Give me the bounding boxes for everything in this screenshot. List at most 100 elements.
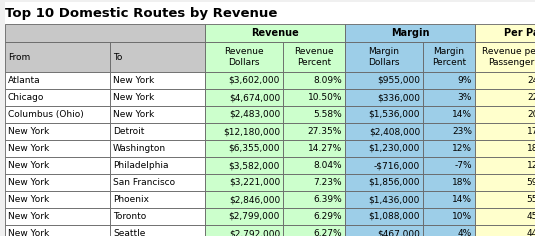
Bar <box>205 89 283 106</box>
Bar <box>475 89 535 106</box>
Text: Revenue per
Passenger: Revenue per Passenger <box>482 47 535 67</box>
Text: Top 10 Domestic Routes by Revenue: Top 10 Domestic Routes by Revenue <box>5 7 277 20</box>
Bar <box>283 225 345 236</box>
Text: Seattle: Seattle <box>113 229 146 236</box>
Bar <box>110 106 205 123</box>
Bar <box>345 123 423 140</box>
Text: 9%: 9% <box>457 76 472 85</box>
Bar <box>475 174 535 191</box>
Text: 12%: 12% <box>452 144 472 153</box>
Text: $2,799,000: $2,799,000 <box>228 212 280 221</box>
Text: -$716,000: -$716,000 <box>374 161 420 170</box>
Bar <box>345 89 423 106</box>
Bar <box>475 225 535 236</box>
Bar <box>205 225 283 236</box>
Bar <box>423 140 475 157</box>
Bar <box>110 89 205 106</box>
Bar <box>283 191 345 208</box>
Bar <box>5 42 110 72</box>
Bar <box>345 225 423 236</box>
Text: 202: 202 <box>527 110 535 119</box>
Bar <box>345 157 423 174</box>
Text: $3,602,000: $3,602,000 <box>228 76 280 85</box>
Bar <box>205 208 283 225</box>
Bar <box>5 140 110 157</box>
Text: $1,536,000: $1,536,000 <box>369 110 420 119</box>
Bar <box>423 106 475 123</box>
Bar <box>205 72 283 89</box>
Text: Philadelphia: Philadelphia <box>113 161 169 170</box>
Text: $1,088,000: $1,088,000 <box>369 212 420 221</box>
Bar <box>475 208 535 225</box>
Text: 14%: 14% <box>452 110 472 119</box>
Text: New York: New York <box>8 212 49 221</box>
Text: Revenue
Dollars: Revenue Dollars <box>224 47 264 67</box>
Text: 5.58%: 5.58% <box>314 110 342 119</box>
Bar <box>110 123 205 140</box>
Bar <box>283 140 345 157</box>
Bar <box>205 106 283 123</box>
Text: To: To <box>113 52 123 62</box>
Bar <box>423 174 475 191</box>
Bar <box>475 123 535 140</box>
Bar <box>283 123 345 140</box>
Bar <box>110 191 205 208</box>
Bar <box>345 191 423 208</box>
Bar <box>283 174 345 191</box>
Text: $1,856,000: $1,856,000 <box>369 178 420 187</box>
Bar <box>283 208 345 225</box>
Text: Per Passenger: Per Passenger <box>504 28 535 38</box>
Text: 222: 222 <box>527 93 535 102</box>
Bar <box>110 208 205 225</box>
Text: New York: New York <box>8 178 49 187</box>
Text: New York: New York <box>8 195 49 204</box>
Text: 27.35%: 27.35% <box>308 127 342 136</box>
Text: 14%: 14% <box>452 195 472 204</box>
Bar <box>283 106 345 123</box>
Text: 8.04%: 8.04% <box>314 161 342 170</box>
Text: 18%: 18% <box>452 178 472 187</box>
Bar <box>423 42 475 72</box>
Text: New York: New York <box>113 110 154 119</box>
Text: 3%: 3% <box>457 93 472 102</box>
Bar <box>110 42 205 72</box>
Text: 14.27%: 14.27% <box>308 144 342 153</box>
Text: New York: New York <box>113 93 154 102</box>
Bar <box>423 225 475 236</box>
Bar <box>5 157 110 174</box>
Bar <box>5 123 110 140</box>
Bar <box>345 72 423 89</box>
Text: New York: New York <box>8 144 49 153</box>
Text: $2,846,000: $2,846,000 <box>229 195 280 204</box>
Bar <box>345 140 423 157</box>
Text: 448: 448 <box>527 229 535 236</box>
Text: 4%: 4% <box>458 229 472 236</box>
Text: 245: 245 <box>527 76 535 85</box>
Bar <box>345 174 423 191</box>
Text: $4,674,000: $4,674,000 <box>229 93 280 102</box>
Bar <box>475 42 535 72</box>
Bar <box>110 174 205 191</box>
Bar <box>110 140 205 157</box>
Text: New York: New York <box>8 229 49 236</box>
Bar <box>475 72 535 89</box>
Text: 8.09%: 8.09% <box>314 76 342 85</box>
Text: $955,000: $955,000 <box>377 76 420 85</box>
Bar <box>345 106 423 123</box>
Text: $2,483,000: $2,483,000 <box>229 110 280 119</box>
Text: Columbus (Ohio): Columbus (Ohio) <box>8 110 84 119</box>
Text: San Francisco: San Francisco <box>113 178 175 187</box>
Text: Margin
Dollars: Margin Dollars <box>368 47 400 67</box>
Bar <box>5 191 110 208</box>
Text: $3,582,000: $3,582,000 <box>228 161 280 170</box>
Text: Margin
Percent: Margin Percent <box>432 47 466 67</box>
Bar <box>475 106 535 123</box>
Text: $12,180,000: $12,180,000 <box>223 127 280 136</box>
Text: 6.29%: 6.29% <box>314 212 342 221</box>
Text: Washington: Washington <box>113 144 166 153</box>
Text: $6,355,000: $6,355,000 <box>228 144 280 153</box>
Bar <box>283 157 345 174</box>
Bar <box>110 225 205 236</box>
Text: Revenue: Revenue <box>251 28 299 38</box>
Bar <box>205 140 283 157</box>
